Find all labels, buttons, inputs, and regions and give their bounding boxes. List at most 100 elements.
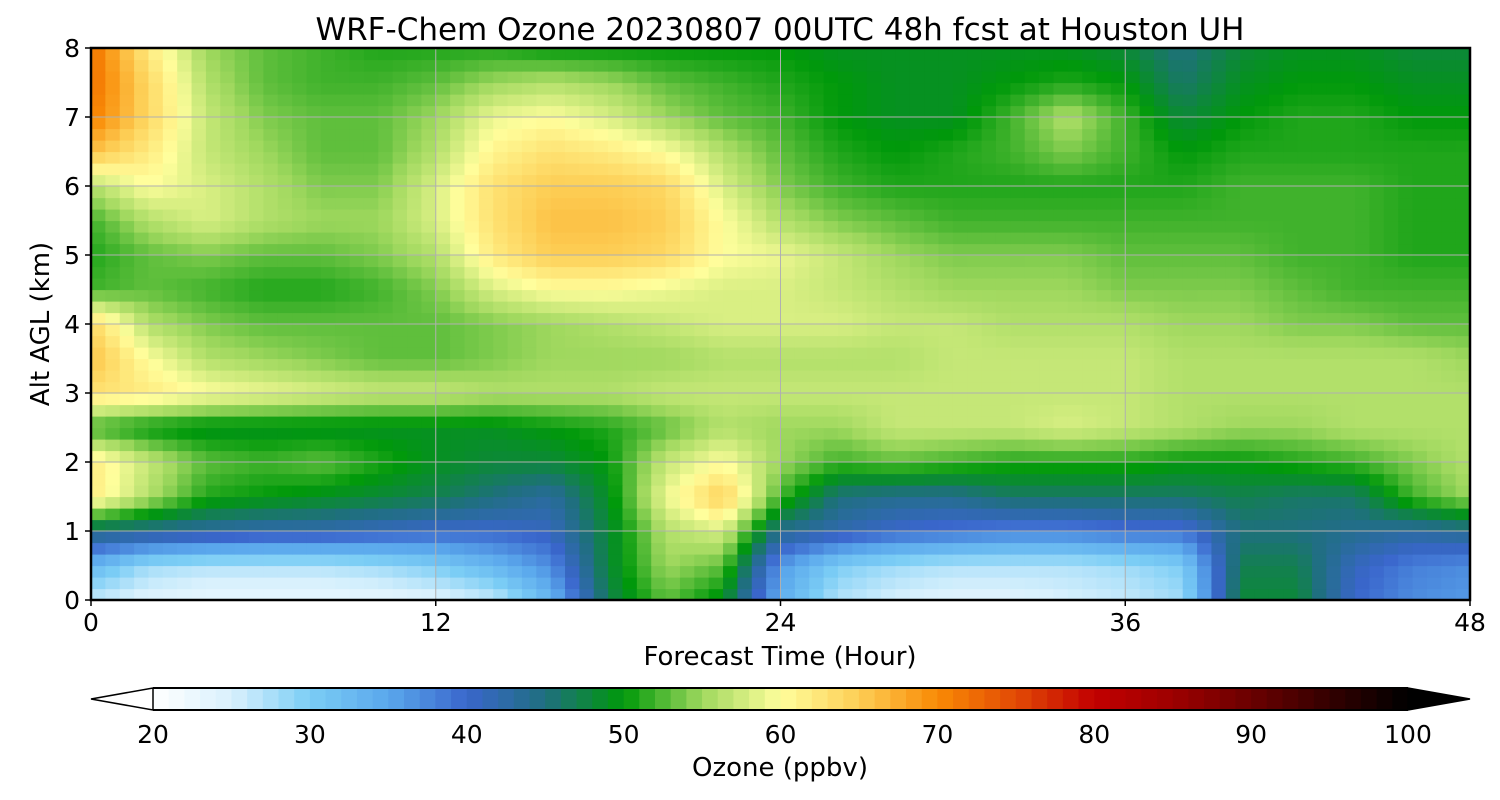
heatmap-cell bbox=[220, 140, 236, 153]
heatmap-cell bbox=[995, 393, 1011, 406]
heatmap-cell bbox=[234, 358, 250, 371]
heatmap-cell bbox=[1283, 312, 1299, 325]
heatmap-cell bbox=[263, 255, 279, 268]
heatmap-cell bbox=[651, 117, 667, 130]
heatmap-cell bbox=[450, 565, 466, 578]
heatmap-cell bbox=[579, 531, 595, 544]
heatmap-cell bbox=[320, 542, 336, 555]
heatmap-cell bbox=[909, 577, 925, 590]
heatmap-cell bbox=[1053, 174, 1069, 187]
heatmap-cell bbox=[1254, 163, 1270, 176]
heatmap-cell bbox=[967, 450, 983, 463]
heatmap-cell bbox=[1426, 82, 1442, 95]
heatmap-cell bbox=[909, 209, 925, 222]
heatmap-cell bbox=[478, 105, 494, 118]
heatmap-cell bbox=[421, 381, 437, 394]
heatmap-cell bbox=[1240, 450, 1256, 463]
heatmap-cell bbox=[823, 255, 839, 268]
heatmap-cell bbox=[608, 531, 624, 544]
heatmap-cell bbox=[320, 531, 336, 544]
heatmap-cell bbox=[593, 404, 609, 417]
heatmap-cell bbox=[1369, 324, 1385, 337]
heatmap-cell bbox=[780, 48, 796, 61]
heatmap-cell bbox=[1398, 278, 1414, 291]
heatmap-cell bbox=[521, 473, 537, 486]
heatmap-cell bbox=[1369, 278, 1385, 291]
heatmap-cell bbox=[536, 519, 552, 532]
heatmap-cell bbox=[1297, 197, 1313, 210]
heatmap-cell bbox=[536, 554, 552, 567]
heatmap-cell bbox=[881, 289, 897, 302]
heatmap-cell bbox=[1383, 243, 1399, 256]
heatmap-cell bbox=[1211, 427, 1227, 440]
heatmap-cell bbox=[622, 496, 638, 509]
heatmap-cell bbox=[823, 82, 839, 95]
heatmap-cell bbox=[105, 554, 121, 567]
heatmap-cell bbox=[306, 255, 322, 268]
heatmap-cell bbox=[1268, 232, 1284, 245]
heatmap-cell bbox=[349, 393, 365, 406]
heatmap-cell bbox=[608, 473, 624, 486]
heatmap-cell bbox=[1240, 358, 1256, 371]
heatmap-cell bbox=[881, 439, 897, 452]
heatmap-cell bbox=[809, 542, 825, 555]
heatmap-cell bbox=[1168, 186, 1184, 199]
heatmap-cell bbox=[493, 232, 509, 245]
heatmap-cell bbox=[1110, 577, 1126, 590]
heatmap-cell bbox=[119, 381, 135, 394]
heatmap-cell bbox=[1039, 450, 1055, 463]
heatmap-cell bbox=[708, 404, 724, 417]
heatmap-cell bbox=[809, 186, 825, 199]
y-tick-label: 1 bbox=[64, 517, 80, 546]
heatmap-cell bbox=[249, 358, 264, 371]
heatmap-cell bbox=[1082, 393, 1098, 406]
heatmap-cell bbox=[1369, 450, 1385, 463]
heatmap-cell bbox=[249, 577, 264, 590]
heatmap-cell bbox=[1110, 197, 1126, 210]
heatmap-cell bbox=[1455, 301, 1471, 314]
heatmap-cell bbox=[1139, 163, 1155, 176]
heatmap-cell bbox=[651, 128, 667, 141]
heatmap-cell bbox=[938, 416, 954, 429]
heatmap-cell bbox=[363, 427, 379, 440]
heatmap-cell bbox=[119, 140, 135, 153]
heatmap-cell bbox=[119, 519, 135, 532]
heatmap-cell bbox=[694, 554, 710, 567]
heatmap-cell bbox=[938, 301, 954, 314]
heatmap-cell bbox=[220, 450, 236, 463]
heatmap-cell bbox=[895, 542, 911, 555]
heatmap-cell bbox=[392, 393, 408, 406]
heatmap-cell bbox=[694, 358, 710, 371]
heatmap-cell bbox=[1383, 48, 1399, 61]
heatmap-cell bbox=[493, 94, 509, 107]
heatmap-cell bbox=[450, 128, 466, 141]
heatmap-cell bbox=[378, 197, 394, 210]
heatmap-cell bbox=[507, 174, 523, 187]
heatmap-cell bbox=[967, 209, 983, 222]
heatmap-cell bbox=[91, 48, 106, 61]
heatmap-cell bbox=[1067, 94, 1083, 107]
heatmap-cell bbox=[234, 48, 250, 61]
heatmap-cell bbox=[1254, 82, 1270, 95]
heatmap-cell bbox=[1197, 71, 1213, 84]
heatmap-cell bbox=[1369, 117, 1385, 130]
heatmap-cell bbox=[1240, 59, 1256, 72]
heatmap-cell bbox=[909, 232, 925, 245]
heatmap-cell bbox=[751, 381, 767, 394]
heatmap-cell bbox=[895, 266, 911, 279]
heatmap-cell bbox=[1110, 71, 1126, 84]
heatmap-cell bbox=[1355, 266, 1371, 279]
heatmap-cell bbox=[823, 531, 839, 544]
heatmap-cell bbox=[1096, 358, 1112, 371]
heatmap-cell bbox=[464, 266, 480, 279]
heatmap-cell bbox=[306, 531, 322, 544]
heatmap-cell bbox=[751, 197, 767, 210]
heatmap-cell bbox=[1311, 94, 1327, 107]
heatmap-cell bbox=[263, 439, 279, 452]
heatmap-cell bbox=[148, 439, 164, 452]
heatmap-cell bbox=[679, 335, 695, 348]
heatmap-cell bbox=[1039, 163, 1055, 176]
heatmap-cell bbox=[292, 565, 308, 578]
heatmap-cell bbox=[622, 335, 638, 348]
heatmap-cell bbox=[234, 347, 250, 360]
